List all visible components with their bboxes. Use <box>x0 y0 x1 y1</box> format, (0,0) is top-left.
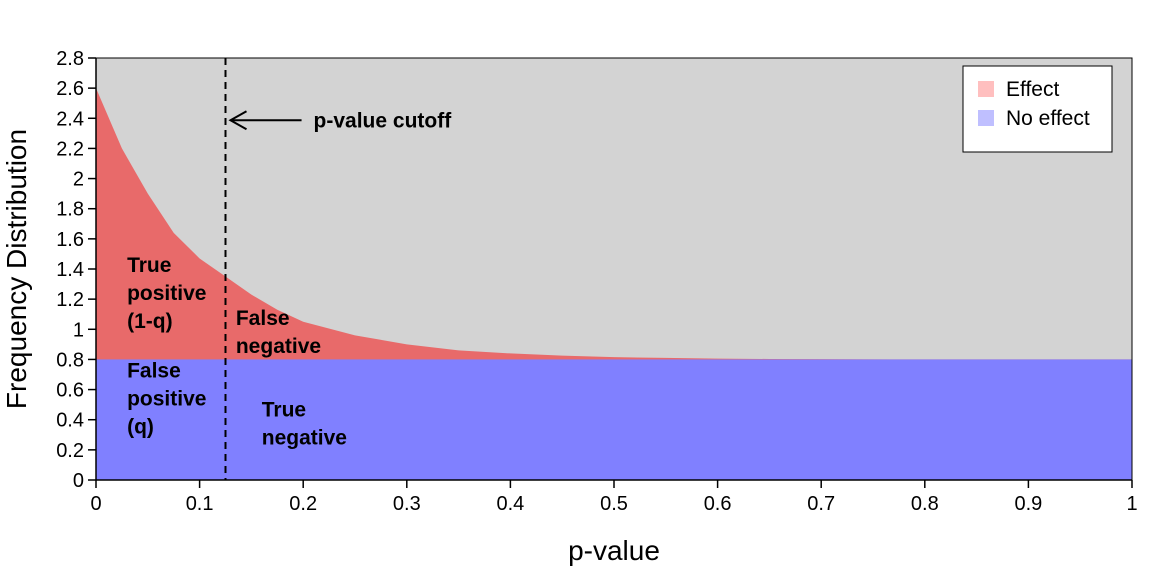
region-label: False negative <box>236 307 321 358</box>
legend-swatch <box>978 81 994 97</box>
x-tick-label: 0.6 <box>704 493 732 515</box>
region-label-line: positive <box>127 282 206 305</box>
x-tick-label: 0.5 <box>600 493 628 515</box>
y-tick-label: 2.8 <box>56 48 84 70</box>
region-label: True positive (1-q) <box>127 254 206 333</box>
y-tick-label: 1 <box>73 319 84 341</box>
x-tick-label: 0.1 <box>186 493 214 515</box>
cutoff-annotation: p-value cutoff <box>314 109 453 132</box>
y-tick-label: 0.2 <box>56 440 84 462</box>
x-tick-label: 0.3 <box>393 493 421 515</box>
region-label-line: False <box>127 360 181 383</box>
region-label-line: (q) <box>127 416 154 439</box>
y-tick-label: 2.4 <box>56 108 84 130</box>
region-label-line: False <box>236 307 290 330</box>
region-label-line: True <box>127 254 171 277</box>
cutoff-arrow-head <box>228 110 247 131</box>
region-label: True negative <box>262 399 347 450</box>
y-tick-label: 1.8 <box>56 199 84 221</box>
x-tick-label: 0.7 <box>807 493 835 515</box>
y-tick-label: 1.4 <box>56 259 84 281</box>
region-label-line: positive <box>127 388 206 411</box>
plot-area: True positive (1-q) False negative False posit… <box>96 58 1132 481</box>
region-label-line: (1-q) <box>127 310 173 333</box>
y-tick-label: 1.2 <box>56 289 84 311</box>
region-label-line: negative <box>262 427 347 450</box>
region-label: False positive (q) <box>127 360 206 439</box>
region-label-line: negative <box>236 335 321 358</box>
x-tick-label: 1 <box>1126 493 1137 515</box>
y-tick-label: 0.4 <box>56 410 84 432</box>
y-tick-label: 2.6 <box>56 78 84 100</box>
legend-label: Effect <box>1006 78 1059 101</box>
x-tick-label: 0 <box>90 493 101 515</box>
y-tick-label: 0.6 <box>56 380 84 402</box>
y-tick-label: 0 <box>73 470 84 492</box>
y-axis-title: Frequency Distribution <box>1 129 32 409</box>
legend: Effect No effect <box>962 65 1113 153</box>
no-effect-area <box>96 359 1132 480</box>
legend-swatch <box>978 110 994 126</box>
x-axis-title: p-value <box>568 535 660 566</box>
region-label-line: True <box>262 399 306 422</box>
x-tick-label: 0.9 <box>1014 493 1042 515</box>
x-tick-label: 0.4 <box>496 493 524 515</box>
x-tick-label: 0.2 <box>289 493 317 515</box>
legend-label: No effect <box>1006 107 1090 130</box>
x-tick-label: 0.8 <box>911 493 939 515</box>
y-tick-label: 2.2 <box>56 138 84 160</box>
y-tick-label: 2 <box>73 169 84 191</box>
axes: 0 0.1 0.2 0.3 0.4 0.5 0.6 0.7 0.8 0.9 1 0 0.2 0.4 0.6 0… <box>56 48 1137 515</box>
y-tick-label: 1.6 <box>56 229 84 251</box>
legend-box <box>962 65 1113 153</box>
y-tick-label: 0.8 <box>56 349 84 371</box>
